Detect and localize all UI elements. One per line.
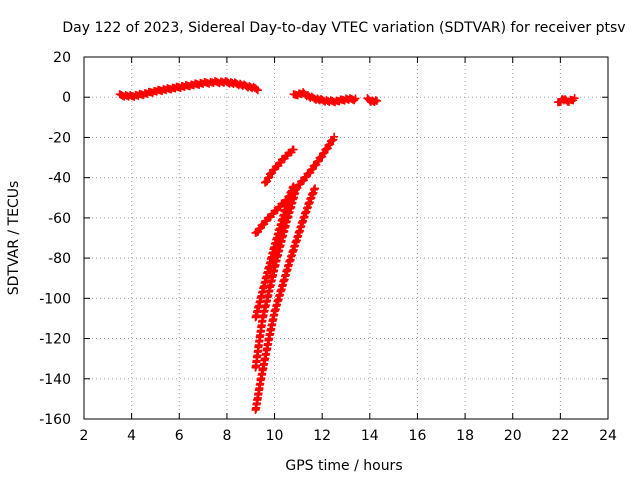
data-point bbox=[311, 184, 320, 193]
x-tick-label: 16 bbox=[409, 428, 427, 444]
x-tick-label: 10 bbox=[266, 428, 284, 444]
series-track-a bbox=[261, 145, 298, 187]
y-tick-label: 0 bbox=[62, 90, 71, 106]
data-point bbox=[253, 86, 262, 95]
y-axis-title: SDTVAR / TECUs bbox=[6, 181, 22, 296]
y-tick-label: -120 bbox=[39, 332, 71, 348]
series-segment-14h bbox=[363, 94, 381, 106]
series-segment-10-8-13-5h bbox=[289, 88, 360, 107]
data-point bbox=[350, 96, 359, 105]
x-tick-label: 12 bbox=[313, 428, 331, 444]
data-point bbox=[351, 94, 360, 103]
y-tick-label: -140 bbox=[39, 372, 71, 388]
data-point bbox=[330, 132, 339, 141]
y-tick-label: -160 bbox=[39, 412, 71, 428]
x-tick-labels: 2 4 6 8 10 12 14 16 18 20 22 24 bbox=[80, 428, 617, 444]
y-tick-label: -60 bbox=[48, 211, 71, 227]
x-tick-label: 22 bbox=[551, 428, 569, 444]
series-track-e bbox=[251, 184, 320, 414]
y-tick-labels: 20 0 -20 -40 -60 -80 -100 -120 -140 -160 bbox=[39, 50, 71, 428]
x-axis-title: GPS time / hours bbox=[285, 458, 402, 474]
plot-frame bbox=[83, 56, 609, 420]
y-tick-label: -40 bbox=[48, 171, 71, 187]
series-track-d bbox=[251, 185, 300, 372]
x-tick-label: 18 bbox=[456, 428, 474, 444]
series-segment-22h bbox=[553, 94, 579, 107]
y-tick-label: -100 bbox=[39, 291, 71, 307]
data-point bbox=[570, 94, 579, 103]
data-point bbox=[289, 145, 298, 154]
y-tick-label: 20 bbox=[53, 50, 71, 66]
y-tick-label: -80 bbox=[48, 251, 71, 267]
x-tick-label: 2 bbox=[80, 428, 89, 444]
x-tick-label: 20 bbox=[504, 428, 522, 444]
data-point bbox=[372, 96, 381, 105]
x-tick-label: 24 bbox=[599, 428, 617, 444]
gridlines bbox=[84, 57, 608, 419]
axis-ticks bbox=[83, 56, 609, 420]
data-point bbox=[291, 185, 300, 194]
x-tick-label: 6 bbox=[175, 428, 184, 444]
y-tick-label: -20 bbox=[48, 130, 71, 146]
data-point bbox=[252, 85, 261, 94]
x-tick-label: 8 bbox=[222, 428, 231, 444]
x-tick-label: 4 bbox=[127, 428, 136, 444]
data-points bbox=[115, 77, 579, 414]
x-tick-label: 14 bbox=[361, 428, 379, 444]
series-near-zero-arc bbox=[115, 77, 262, 101]
chart-title: Day 122 of 2023, Sidereal Day-to-day VTE… bbox=[62, 20, 625, 36]
